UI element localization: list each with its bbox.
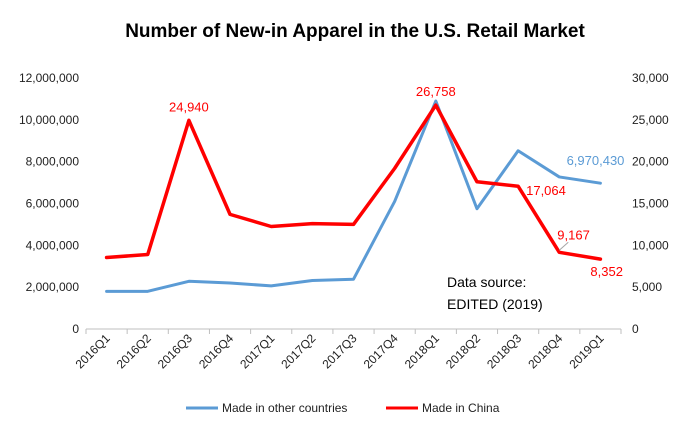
left-y-tick-label: 10,000,000 — [19, 113, 79, 127]
series-line-made-in-other-countries — [105, 99, 602, 293]
legend-item-made-in-other-countries: Made in other countries — [186, 401, 347, 415]
x-tick-label: 2016Q4 — [196, 331, 236, 371]
left-y-tick-label: 4,000,000 — [26, 238, 80, 252]
legend-label: Made in other countries — [222, 401, 347, 415]
x-tick-label: 2019Q1 — [566, 331, 606, 371]
data-source-line-2: EDITED (2019) — [447, 296, 543, 312]
x-tick-label: 2017Q3 — [320, 331, 360, 371]
right-y-tick-label: 30,000 — [632, 71, 669, 85]
series-line-made-in-china — [104, 103, 603, 261]
legend-item-made-in-china: Made in China — [386, 401, 500, 415]
x-tick-label: 2016Q1 — [73, 331, 113, 371]
left-y-tick-label: 8,000,000 — [26, 155, 80, 169]
chart-title: Number of New-in Apparel in the U.S. Ret… — [125, 21, 585, 42]
label-leader-line — [558, 241, 569, 251]
x-tick-label: 2017Q1 — [237, 331, 277, 371]
legend-label: Made in China — [422, 401, 500, 415]
left-y-tick-label: 2,000,000 — [26, 280, 80, 294]
right-y-tick-label: 25,000 — [632, 113, 669, 127]
x-tick-label: 2018Q2 — [443, 331, 483, 371]
legend: Made in other countries Made in China — [186, 401, 500, 415]
axes: 2016Q1 2016Q2 2016Q3 2016Q4 2017Q1 2017Q2 2017… — [19, 71, 669, 371]
x-tick-label: 2016Q2 — [114, 331, 154, 371]
left-y-tick-label: 0 — [72, 322, 79, 336]
data-label: 6,970,430 — [567, 153, 625, 168]
data-label: 24,940 — [169, 99, 209, 114]
x-tick-label: 2018Q1 — [402, 331, 442, 371]
data-label: 8,352 — [590, 264, 623, 279]
right-y-tick-label: 0 — [632, 322, 639, 336]
right-y-tick-label: 15,000 — [632, 197, 669, 211]
right-y-tick-label: 20,000 — [632, 155, 669, 169]
data-source-note: Data source: EDITED (2019) — [447, 274, 543, 312]
right-y-tick-label: 5,000 — [632, 280, 662, 294]
data-labels: 24,940 26,758 17,064 9,167 8,352 6,970,430 — [169, 84, 624, 279]
left-y-tick-label: 12,000,000 — [19, 71, 79, 85]
right-y-tick-label: 10,000 — [632, 238, 669, 252]
x-tick-label: 2017Q2 — [278, 331, 318, 371]
data-label: 26,758 — [416, 84, 456, 99]
data-label: 9,167 — [557, 227, 590, 242]
x-tick-label: 2017Q4 — [361, 331, 401, 371]
x-tick-label: 2018Q3 — [484, 331, 524, 371]
x-tick-label: 2018Q4 — [525, 331, 565, 371]
data-label: 17,064 — [526, 183, 566, 198]
series-lines — [104, 99, 603, 293]
left-y-tick-label: 6,000,000 — [26, 197, 80, 211]
x-tick-label: 2016Q3 — [155, 331, 195, 371]
data-source-line-1: Data source: — [447, 274, 526, 290]
